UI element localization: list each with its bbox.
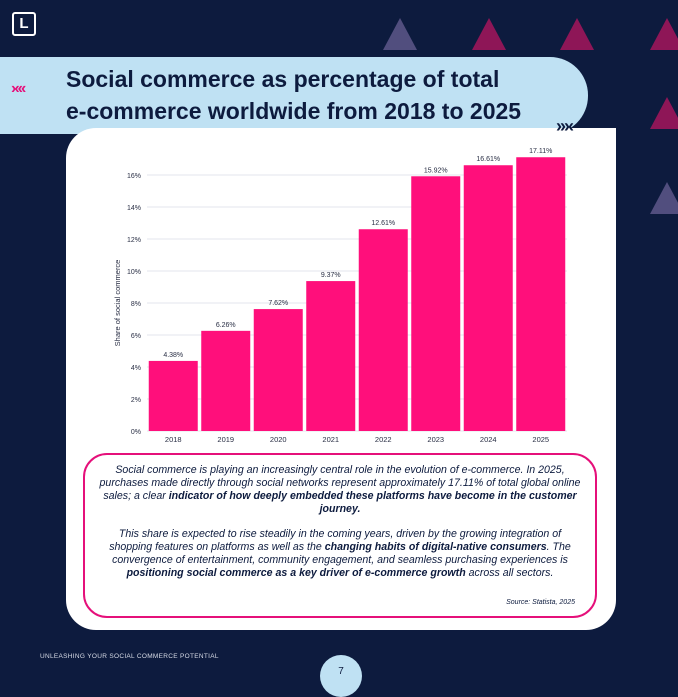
description-paragraph-1: Social commerce is playing an increasing…: [99, 464, 581, 516]
y-tick-label: 0%: [131, 429, 141, 436]
y-tick-label: 14%: [127, 205, 141, 212]
bar-2024: [463, 165, 513, 432]
bar-2021: [306, 281, 356, 431]
p2-segment-2: . The convergence of entertainment, comm…: [112, 541, 571, 566]
description-box: Social commerce is playing an increasing…: [83, 453, 597, 618]
decorative-triangle: [472, 18, 506, 50]
brand-logo: L: [12, 12, 36, 36]
arrows-right-icon: ›››‹: [556, 116, 574, 136]
bar-2018: [148, 360, 198, 431]
bar-2022: [358, 229, 408, 431]
y-tick-label: 4%: [131, 365, 141, 372]
bar-chart: 0% 2% 4% 6% 8% 10% 12% 14% 16% Share of social co…: [113, 148, 567, 444]
y-axis-label: Share of social commerce: [113, 260, 122, 347]
data-label-2025: 17.11%: [529, 148, 552, 155]
bar-2025: [516, 157, 566, 432]
x-tick-label: 2023: [427, 435, 444, 444]
footer-text: UNLEASHING YOUR SOCIAL COMMERCE POTENTIA…: [40, 653, 219, 660]
x-tick-label: 2021: [322, 435, 339, 444]
data-label-2023: 15.92%: [424, 167, 448, 174]
bar-2020: [253, 309, 303, 431]
decorative-triangle: [650, 182, 678, 214]
decorative-triangle: [560, 18, 594, 50]
y-tick-label: 16%: [127, 173, 141, 180]
y-tick-label: 8%: [131, 301, 141, 308]
bar-2023: [411, 176, 461, 431]
x-tick-label: 2024: [480, 435, 497, 444]
x-tick-label: 2022: [375, 435, 392, 444]
y-tick-label: 12%: [127, 237, 141, 244]
x-tick-label: 2018: [165, 435, 182, 444]
x-tick-label: 2020: [270, 435, 287, 444]
source-note: Source: Statista, 2025: [506, 599, 575, 606]
x-tick-label: 2025: [532, 435, 549, 444]
data-label-2020: 7.62%: [268, 300, 288, 307]
data-label-2022: 12.61%: [371, 220, 395, 227]
arrows-left-icon: ›‹‹‹: [11, 80, 26, 97]
title-line-2: e-commerce worldwide from 2018 to 2025: [66, 98, 522, 124]
title-line-1: Social commerce as percentage of total: [66, 66, 500, 92]
p1-segment-1: indicator of how deeply embedded these p…: [168, 490, 577, 515]
p2-segment-1: changing habits of digital-native consum…: [324, 541, 547, 553]
y-tick-label: 6%: [131, 333, 141, 340]
decorative-triangle: [650, 97, 678, 129]
page-title: Social commerce as percentage of total e…: [66, 63, 571, 127]
y-tick-label: 2%: [131, 397, 141, 404]
y-tick-label: 10%: [127, 269, 141, 276]
data-label-2024: 16.61%: [476, 156, 500, 163]
description-paragraph-2: This share is expected to rise steadily …: [99, 528, 581, 580]
p2-segment-4: across all sectors.: [465, 567, 554, 579]
p1-segment-0: Social commerce is playing an increasing…: [99, 464, 581, 502]
decorative-triangle: [650, 18, 678, 50]
page-number: 7: [320, 655, 362, 697]
data-label-2019: 6.26%: [216, 322, 236, 329]
bar-2019: [201, 330, 251, 431]
data-label-2018: 4.38%: [163, 352, 183, 359]
data-label-2021: 9.37%: [321, 272, 341, 279]
p2-segment-3: positioning social commerce as a key dri…: [126, 567, 466, 579]
x-tick-label: 2019: [217, 435, 234, 444]
decorative-triangle: [383, 18, 417, 50]
title-band: [0, 57, 588, 134]
p2-segment-0: This share is expected to rise steadily …: [109, 528, 562, 553]
